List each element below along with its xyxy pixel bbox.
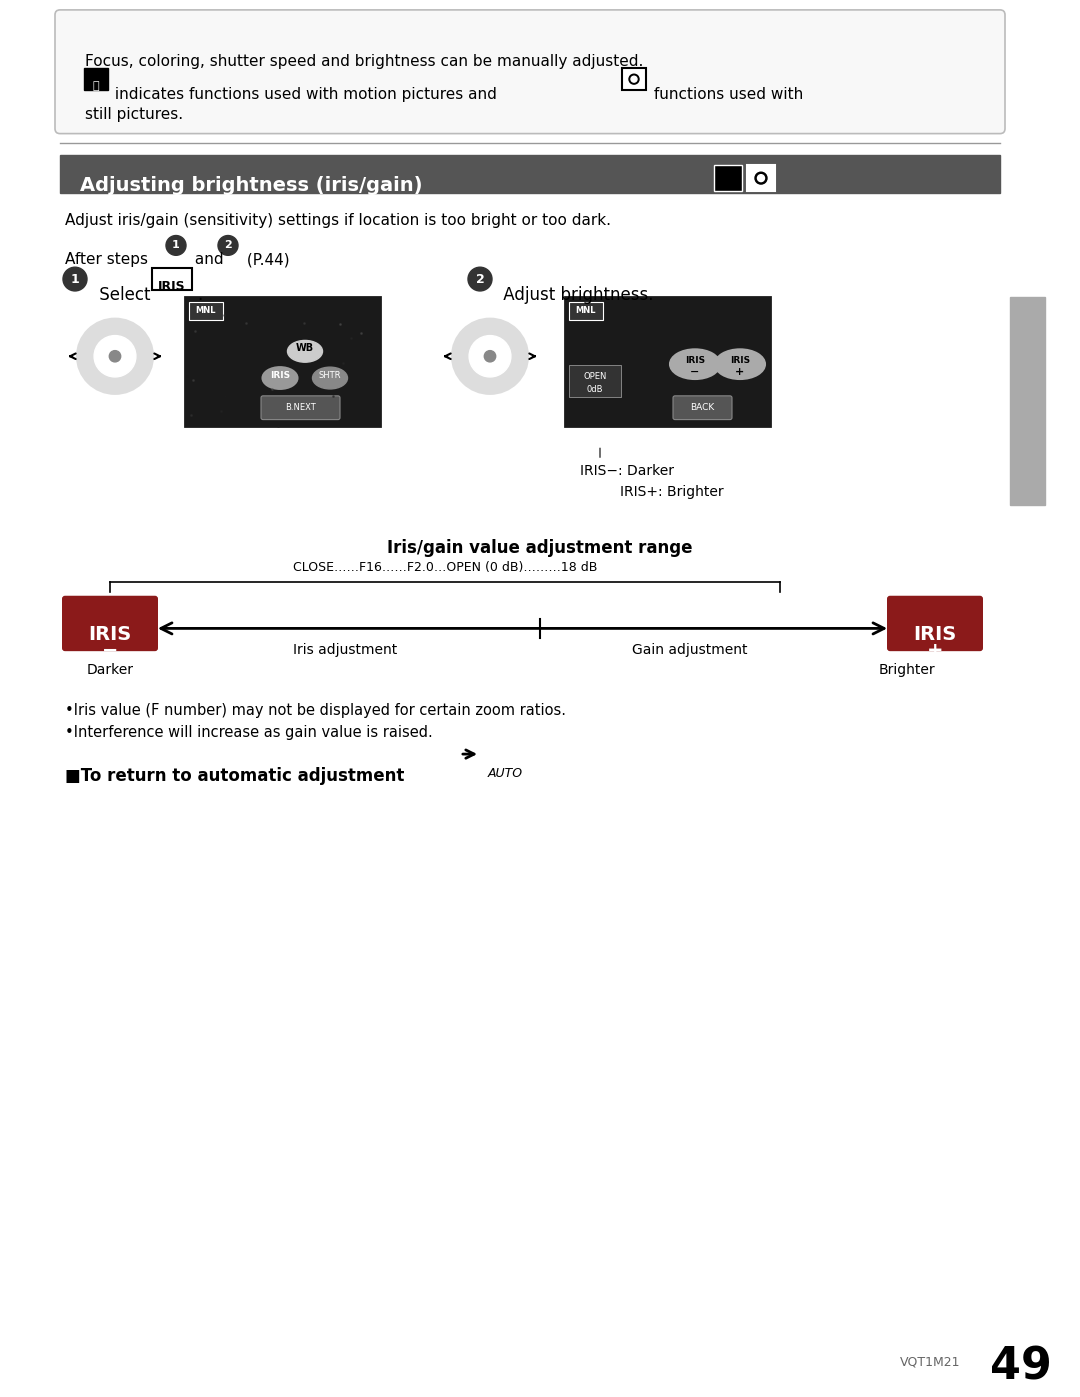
Text: After steps: After steps bbox=[65, 253, 153, 267]
Circle shape bbox=[109, 351, 121, 362]
Circle shape bbox=[629, 74, 639, 84]
FancyBboxPatch shape bbox=[84, 68, 108, 89]
Text: VQT1M21: VQT1M21 bbox=[900, 1355, 960, 1369]
Text: 0dB: 0dB bbox=[586, 386, 604, 394]
FancyBboxPatch shape bbox=[569, 365, 621, 397]
Text: 2: 2 bbox=[475, 272, 484, 285]
Text: •Iris value (F number) may not be displayed for certain zoom ratios.: •Iris value (F number) may not be displa… bbox=[65, 703, 566, 718]
Circle shape bbox=[469, 335, 511, 377]
Text: B.NEXT: B.NEXT bbox=[285, 404, 315, 412]
Text: AUTO: AUTO bbox=[488, 767, 523, 780]
Text: IRIS: IRIS bbox=[914, 626, 957, 644]
Circle shape bbox=[468, 267, 492, 291]
Text: CLOSE……F16……F2.0…OPEN (0 dB)………18 dB: CLOSE……F16……F2.0…OPEN (0 dB)………18 dB bbox=[293, 562, 597, 574]
Text: functions used with: functions used with bbox=[649, 87, 804, 102]
Text: 49: 49 bbox=[990, 1345, 1052, 1389]
Circle shape bbox=[166, 236, 186, 256]
FancyBboxPatch shape bbox=[673, 395, 732, 419]
Ellipse shape bbox=[715, 349, 765, 379]
Text: 1: 1 bbox=[172, 240, 180, 250]
Ellipse shape bbox=[287, 341, 323, 362]
Circle shape bbox=[94, 335, 136, 377]
Bar bbox=[185, 298, 380, 426]
Text: MNL: MNL bbox=[576, 306, 596, 316]
Text: still pictures.: still pictures. bbox=[85, 108, 184, 122]
Ellipse shape bbox=[312, 367, 348, 388]
Circle shape bbox=[755, 172, 767, 184]
Text: Darker: Darker bbox=[86, 664, 134, 678]
Circle shape bbox=[453, 319, 528, 394]
Circle shape bbox=[757, 175, 765, 182]
Text: WB: WB bbox=[296, 344, 314, 353]
FancyBboxPatch shape bbox=[714, 165, 742, 191]
Text: IRIS: IRIS bbox=[158, 279, 186, 293]
Text: MNL: MNL bbox=[195, 306, 216, 316]
Text: Adjusting brightness (iris/gain): Adjusting brightness (iris/gain) bbox=[80, 176, 422, 196]
FancyBboxPatch shape bbox=[569, 302, 603, 320]
Text: IRIS: IRIS bbox=[730, 356, 751, 365]
FancyBboxPatch shape bbox=[55, 10, 1005, 134]
Text: SHTR: SHTR bbox=[319, 370, 341, 380]
Text: IRIS+: Brighter: IRIS+: Brighter bbox=[620, 485, 724, 499]
Text: Adjust iris/gain (sensitivity) settings if location is too bright or too dark.: Adjust iris/gain (sensitivity) settings … bbox=[65, 212, 611, 228]
Text: 1: 1 bbox=[70, 272, 79, 285]
Circle shape bbox=[63, 267, 87, 291]
Text: Focus, coloring, shutter speed and brightness can be manually adjusted.: Focus, coloring, shutter speed and brigh… bbox=[85, 54, 644, 70]
Text: Brighter: Brighter bbox=[878, 664, 935, 678]
Text: 2: 2 bbox=[225, 240, 232, 250]
Text: and: and bbox=[190, 253, 229, 267]
Text: +: + bbox=[735, 367, 744, 377]
Text: ■To return to automatic adjustment: ■To return to automatic adjustment bbox=[65, 767, 404, 785]
Ellipse shape bbox=[262, 367, 297, 388]
Circle shape bbox=[484, 351, 496, 362]
FancyBboxPatch shape bbox=[622, 68, 646, 89]
FancyBboxPatch shape bbox=[747, 165, 775, 191]
Circle shape bbox=[631, 77, 637, 82]
Text: 🎥: 🎥 bbox=[93, 81, 99, 91]
Text: .: . bbox=[197, 286, 202, 305]
Text: Gain adjustment: Gain adjustment bbox=[632, 643, 747, 657]
FancyBboxPatch shape bbox=[152, 268, 192, 291]
Text: Select: Select bbox=[94, 286, 156, 305]
Text: IRIS: IRIS bbox=[685, 356, 705, 365]
FancyBboxPatch shape bbox=[261, 395, 340, 419]
Text: −: − bbox=[102, 641, 118, 661]
Bar bbox=[1010, 298, 1045, 504]
Circle shape bbox=[529, 738, 561, 770]
Text: Iris/gain value adjustment range: Iris/gain value adjustment range bbox=[388, 539, 692, 557]
FancyBboxPatch shape bbox=[887, 595, 983, 651]
Text: IRIS: IRIS bbox=[270, 370, 291, 380]
FancyBboxPatch shape bbox=[189, 302, 222, 320]
Text: −: − bbox=[690, 367, 700, 377]
Text: •Interference will increase as gain value is raised.: •Interference will increase as gain valu… bbox=[65, 725, 433, 740]
Text: IRIS−: Darker: IRIS−: Darker bbox=[580, 464, 674, 478]
Ellipse shape bbox=[670, 349, 720, 379]
Text: indicates functions used with motion pictures and: indicates functions used with motion pic… bbox=[110, 87, 497, 102]
FancyBboxPatch shape bbox=[62, 595, 158, 651]
Text: OPEN: OPEN bbox=[583, 372, 607, 380]
Bar bbox=[60, 155, 1000, 193]
Text: Adjust brightness.: Adjust brightness. bbox=[498, 286, 653, 305]
Text: Iris adjustment: Iris adjustment bbox=[293, 643, 397, 657]
Text: BACK: BACK bbox=[690, 404, 714, 412]
Text: (P.44): (P.44) bbox=[242, 253, 289, 267]
Circle shape bbox=[218, 236, 238, 256]
Circle shape bbox=[77, 319, 153, 394]
Bar bbox=[565, 298, 770, 426]
Text: +: + bbox=[927, 641, 943, 661]
Text: IRIS: IRIS bbox=[89, 626, 132, 644]
